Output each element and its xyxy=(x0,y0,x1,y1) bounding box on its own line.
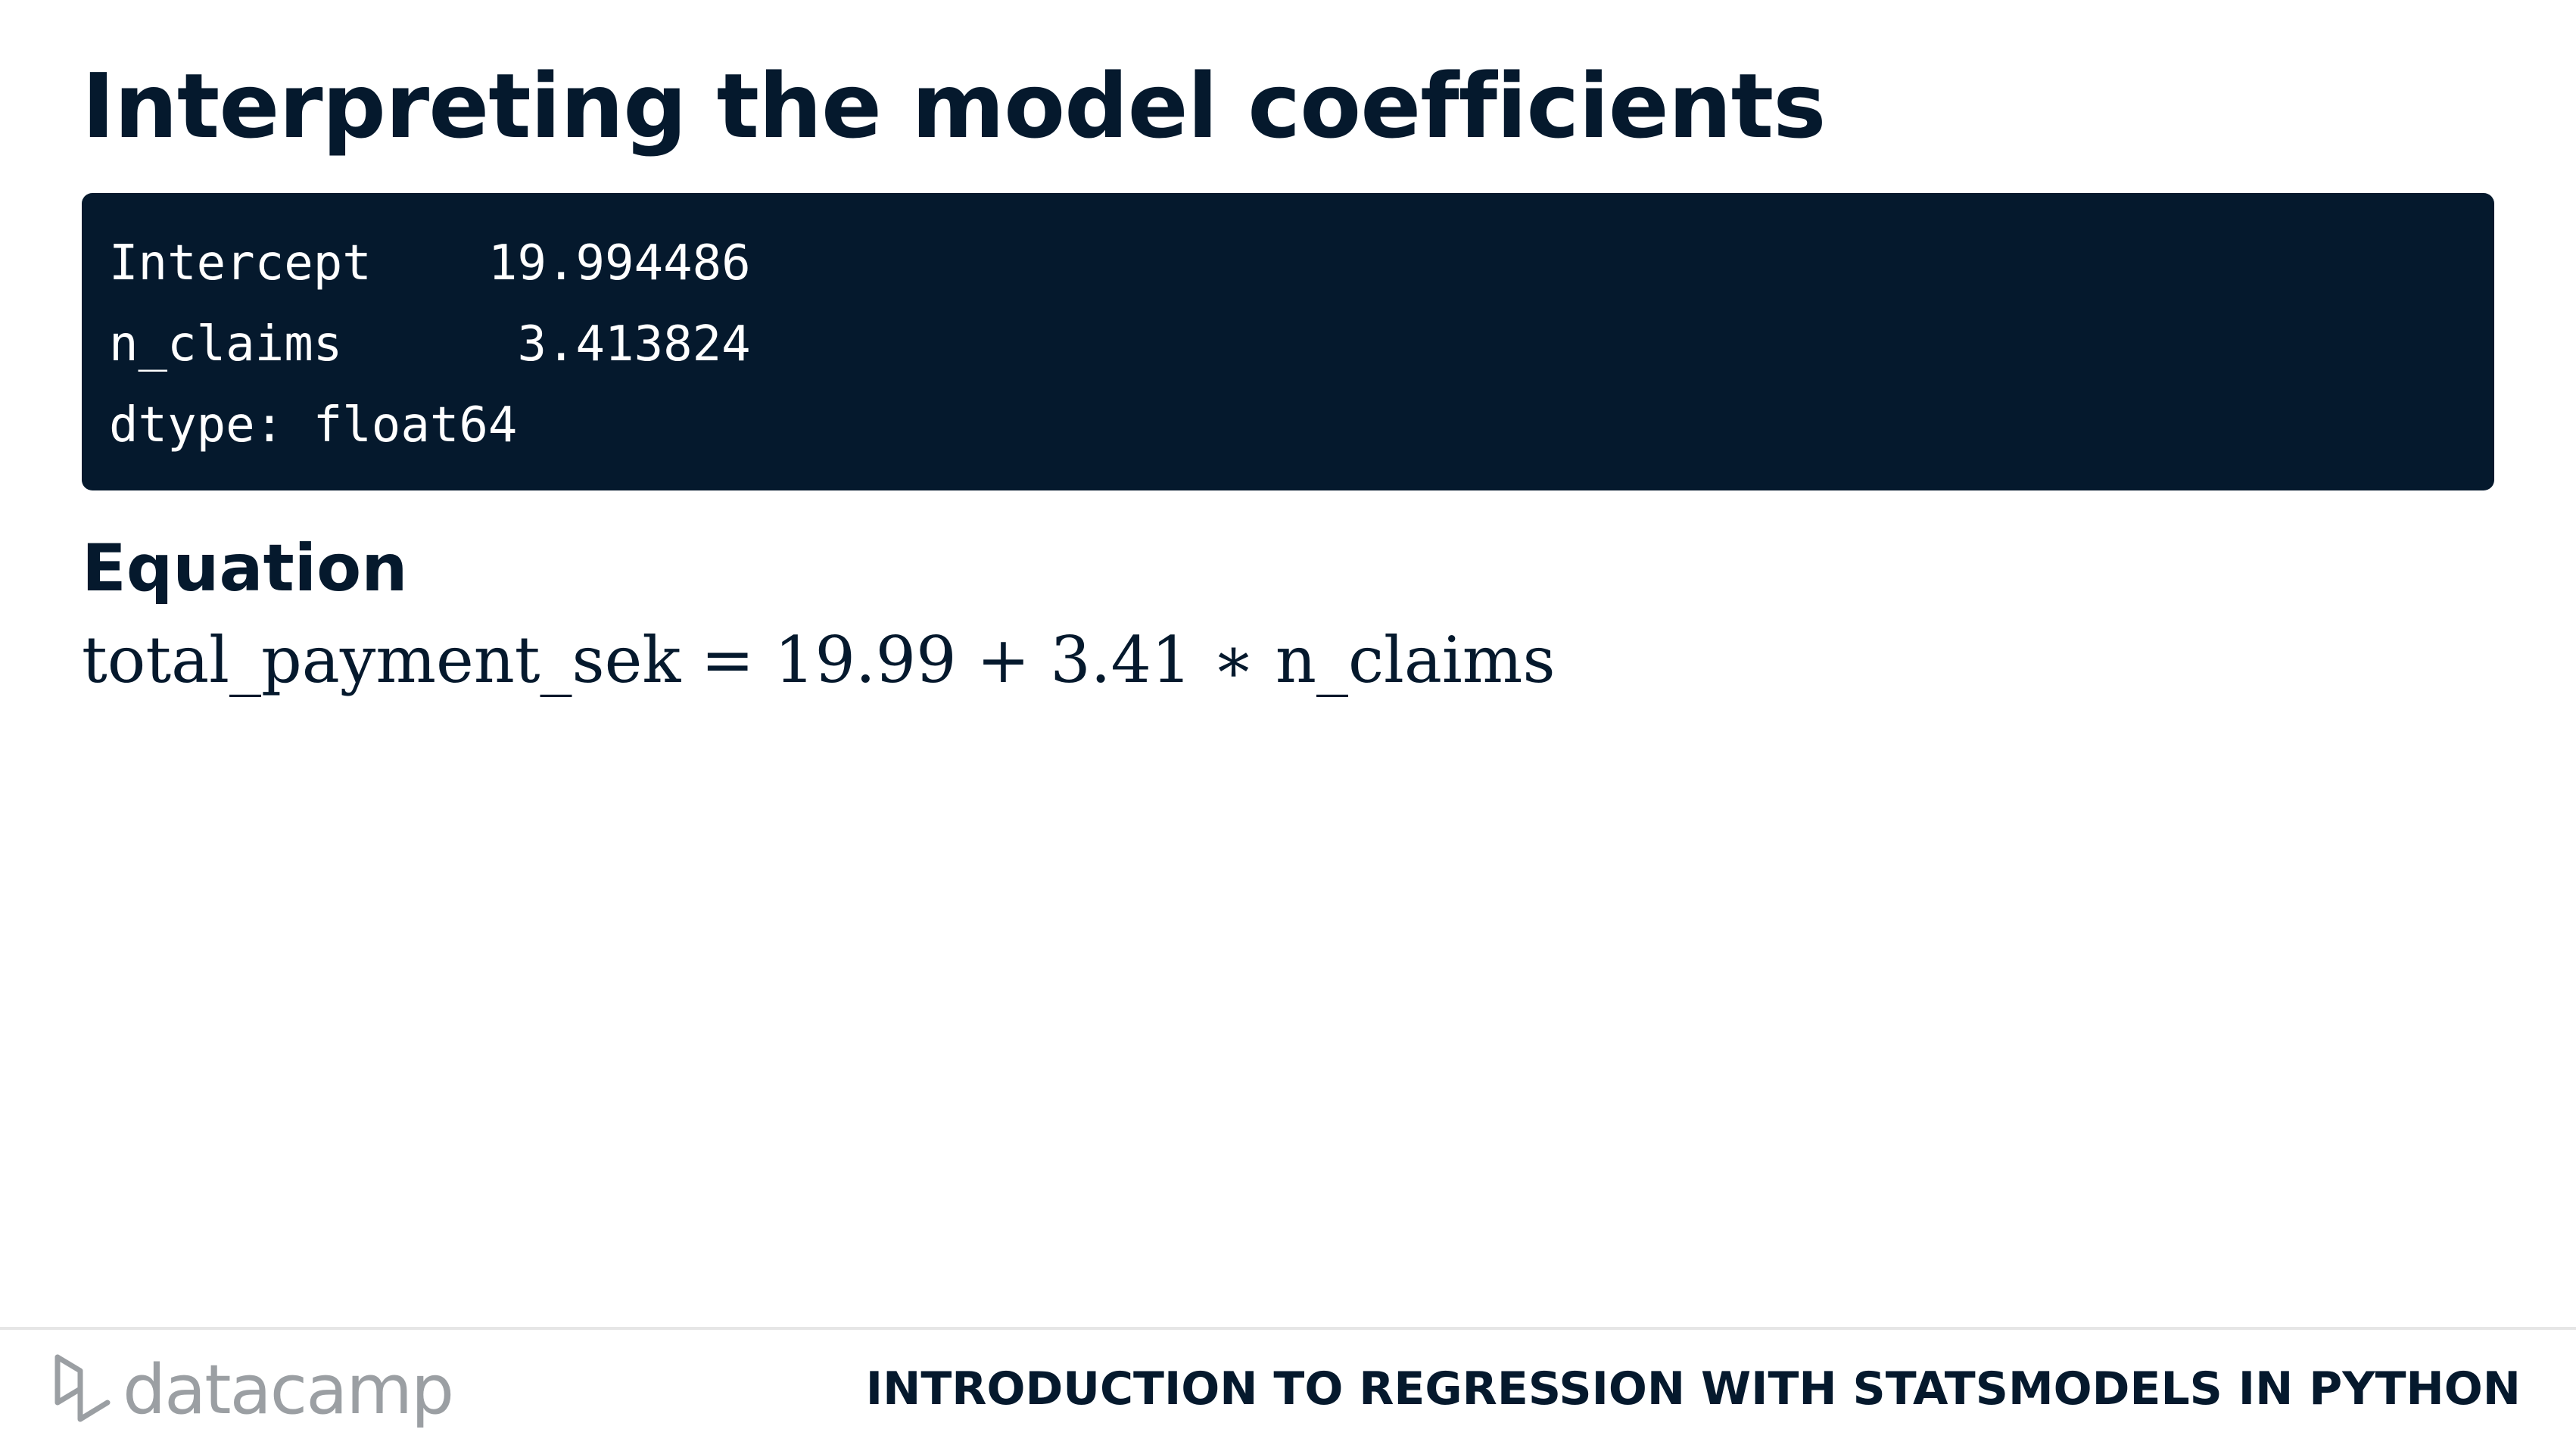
datacamp-logo: datacamp xyxy=(51,1349,454,1432)
datacamp-logo-icon xyxy=(55,1354,111,1422)
equation-heading: Equation xyxy=(82,531,408,606)
slide-title: Interpreting the model coefficients xyxy=(82,54,1826,158)
equation-formula: total_payment_sek = 19.99 + 3.41 ∗ n_cla… xyxy=(82,623,1556,697)
code-line-n-claims: n_claims 3.413824 xyxy=(109,316,751,372)
footer-divider xyxy=(0,1327,2576,1330)
code-line-dtype: dtype: float64 xyxy=(109,397,518,453)
course-title: INTRODUCTION TO REGRESSION WITH STATSMOD… xyxy=(865,1362,2521,1415)
code-line-intercept: Intercept 19.994486 xyxy=(109,235,751,291)
datacamp-logo-text: datacamp xyxy=(123,1350,454,1430)
code-output-block: Intercept 19.994486 n_claims 3.413824 dt… xyxy=(82,193,2494,490)
